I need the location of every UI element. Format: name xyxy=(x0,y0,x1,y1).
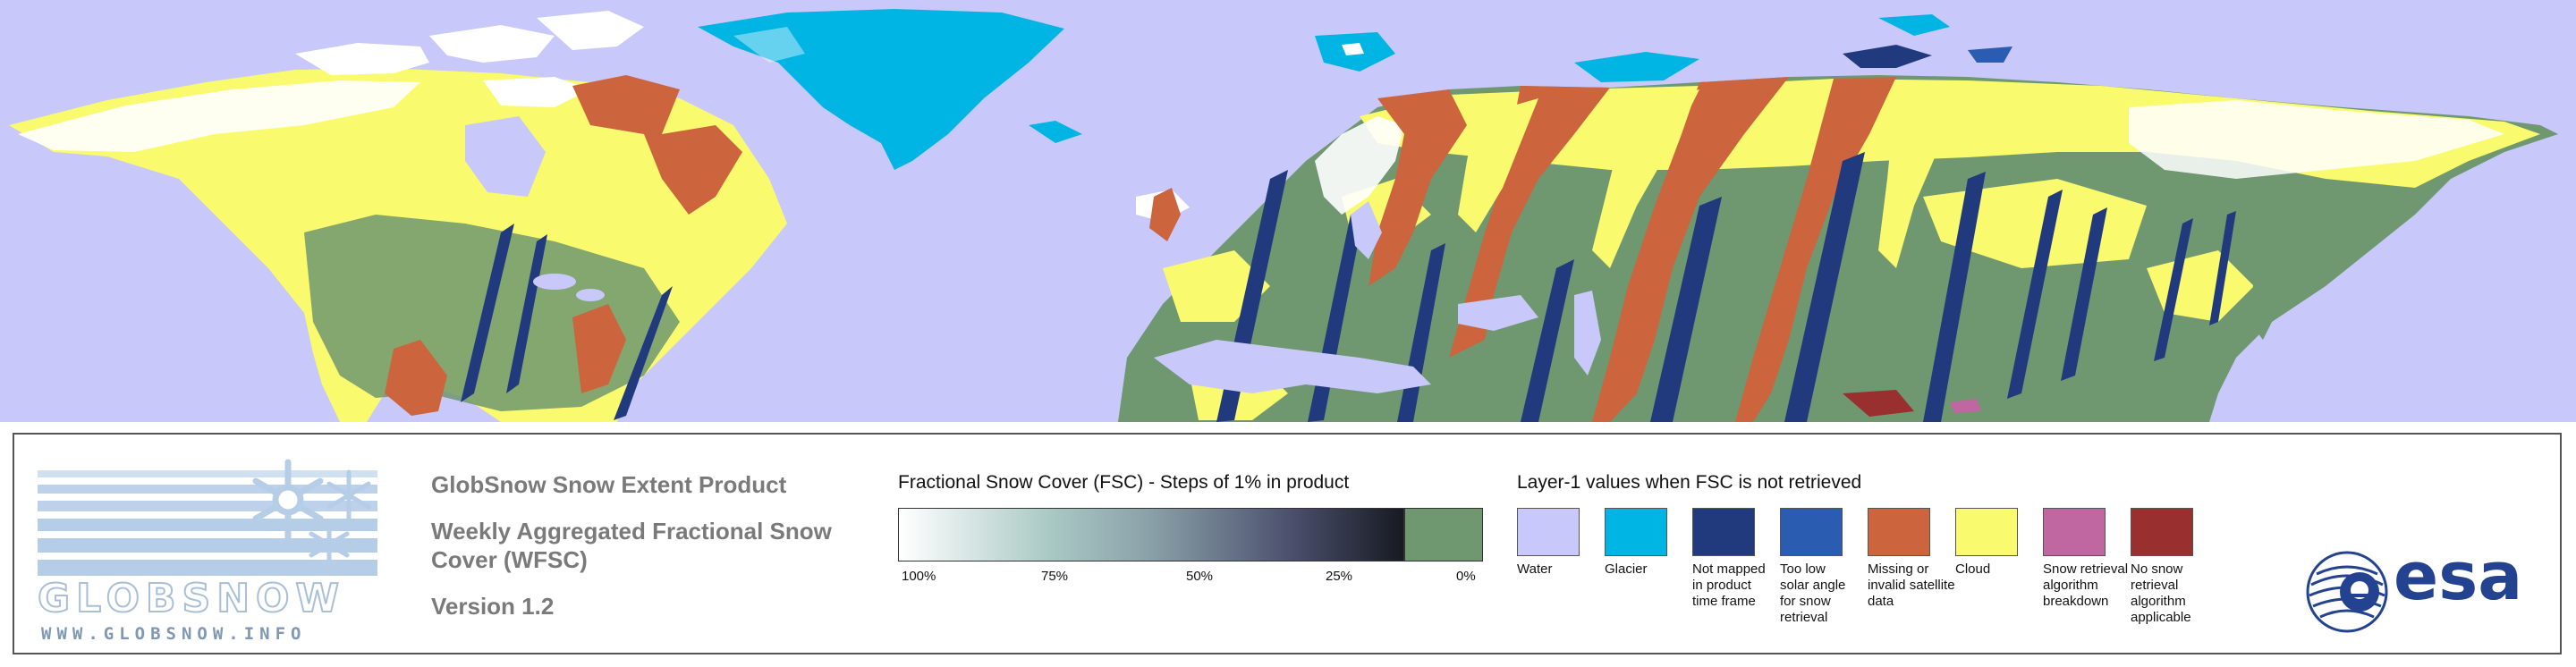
layer1-legend: Layer-1 values when FSC is not retrieved… xyxy=(1517,435,2233,649)
scandinavia xyxy=(1315,116,1404,215)
snow-cover-map xyxy=(0,0,2576,422)
fsc-tick-25: 25% xyxy=(1326,569,1353,584)
black-sea xyxy=(1458,295,1538,331)
eu-swath-11 xyxy=(2209,211,2236,325)
snowflake-icon xyxy=(252,459,371,569)
legend-panel: GLOBSNOW WWW.GLOBSNOW.INFO GlobSnow Snow… xyxy=(13,433,2562,654)
britain xyxy=(1149,188,1181,241)
eurasia-missing-band-3 xyxy=(1592,77,1789,422)
label-water: Water xyxy=(1517,561,1553,577)
na-missing-band xyxy=(572,75,742,215)
swatch-cloud xyxy=(1955,508,2018,556)
eurasia-snow-east xyxy=(2129,100,2504,179)
eurasia-cloud-band-2 xyxy=(1592,89,1699,268)
eurasia-missing-band-4 xyxy=(1735,77,1896,422)
japan xyxy=(2250,268,2281,340)
swatch-low-solar-angle xyxy=(1780,508,1843,556)
na-swath-1 xyxy=(461,224,514,402)
swatch-glacier xyxy=(1605,508,1667,556)
fsc-tick-100: 100% xyxy=(902,569,936,584)
esa-logo: esa xyxy=(2304,538,2546,640)
na-swath-2 xyxy=(506,234,547,393)
eu-swath-6 xyxy=(1784,152,1865,422)
eurasia xyxy=(1118,75,2558,422)
fsc-legend: Fractional Snow Cover (FSC) - Steps of 1… xyxy=(898,435,1524,649)
product-title: GlobSnow Snow Extent Product xyxy=(431,471,787,498)
fsc-tick-75: 75% xyxy=(1041,569,1069,584)
globsnow-logo: GLOBSNOW WWW.GLOBSNOW.INFO xyxy=(37,443,395,649)
layer1-legend-title: Layer-1 values when FSC is not retrieved xyxy=(1517,472,1862,493)
eu-swath-10 xyxy=(2154,218,2193,361)
esa-globe-icon xyxy=(2306,551,2388,633)
na-swath-3 xyxy=(614,286,673,420)
fsc-zero-swatch xyxy=(1404,508,1483,561)
globsnow-wordmark: GLOBSNOW xyxy=(37,575,345,622)
swatch-not-mapped xyxy=(1692,508,1755,556)
eu-swath-4 xyxy=(1521,259,1574,422)
label-cloud: Cloud xyxy=(1955,561,1991,577)
eu-swath-7 xyxy=(1923,172,1986,422)
fsc-colorbar xyxy=(898,508,1404,561)
label-low-solar-angle: Too low solar angle for snow retrieval xyxy=(1780,561,1846,625)
eurasia-cloud-band-3 xyxy=(1878,82,1968,268)
eurasia-missing-band-1 xyxy=(1368,89,1467,286)
swatch-water xyxy=(1517,508,1580,556)
label-missing-data: Missing or invalid satellite data xyxy=(1868,561,1955,609)
product-version: Version 1.2 xyxy=(431,593,555,620)
product-subtitle: Weekly Aggregated Fractional Snow Cover … xyxy=(431,518,832,573)
swatch-missing-data xyxy=(1868,508,1930,556)
label-glacier: Glacier xyxy=(1605,561,1648,577)
greenland xyxy=(698,9,1082,170)
north-america xyxy=(9,11,787,422)
esa-wordmark: esa xyxy=(2394,538,2523,615)
fsc-tick-50: 50% xyxy=(1186,569,1214,584)
baltic-sea xyxy=(1351,201,1382,259)
north-america-snow xyxy=(18,80,420,152)
swatch-no-algorithm xyxy=(2131,508,2193,556)
fsc-legend-title: Fractional Snow Cover (FSC) - Steps of 1… xyxy=(898,472,1350,493)
label-no-algorithm: No snow retrieval algorithm applicable xyxy=(2131,561,2191,625)
mediterranean xyxy=(1154,340,1431,393)
eurasia-missing-band-2 xyxy=(1449,86,1610,358)
eu-swath-9 xyxy=(2061,207,2107,381)
arctic-islands xyxy=(1315,14,2012,82)
eu-swath-5 xyxy=(1650,197,1722,422)
caspian-sea xyxy=(1574,291,1601,376)
eurasia-cloud-band-1 xyxy=(1458,98,1538,232)
fsc-tick-0: 0% xyxy=(1456,569,1476,584)
eu-swath-8 xyxy=(2007,190,2063,399)
label-not-mapped: Not mapped in product time frame xyxy=(1692,561,1766,609)
swatch-algorithm-breakdown xyxy=(2043,508,2106,556)
globsnow-url: WWW.GLOBSNOW.INFO xyxy=(41,624,307,644)
label-algorithm-breakdown: Snow retrieval algorithm breakdown xyxy=(2043,561,2129,609)
